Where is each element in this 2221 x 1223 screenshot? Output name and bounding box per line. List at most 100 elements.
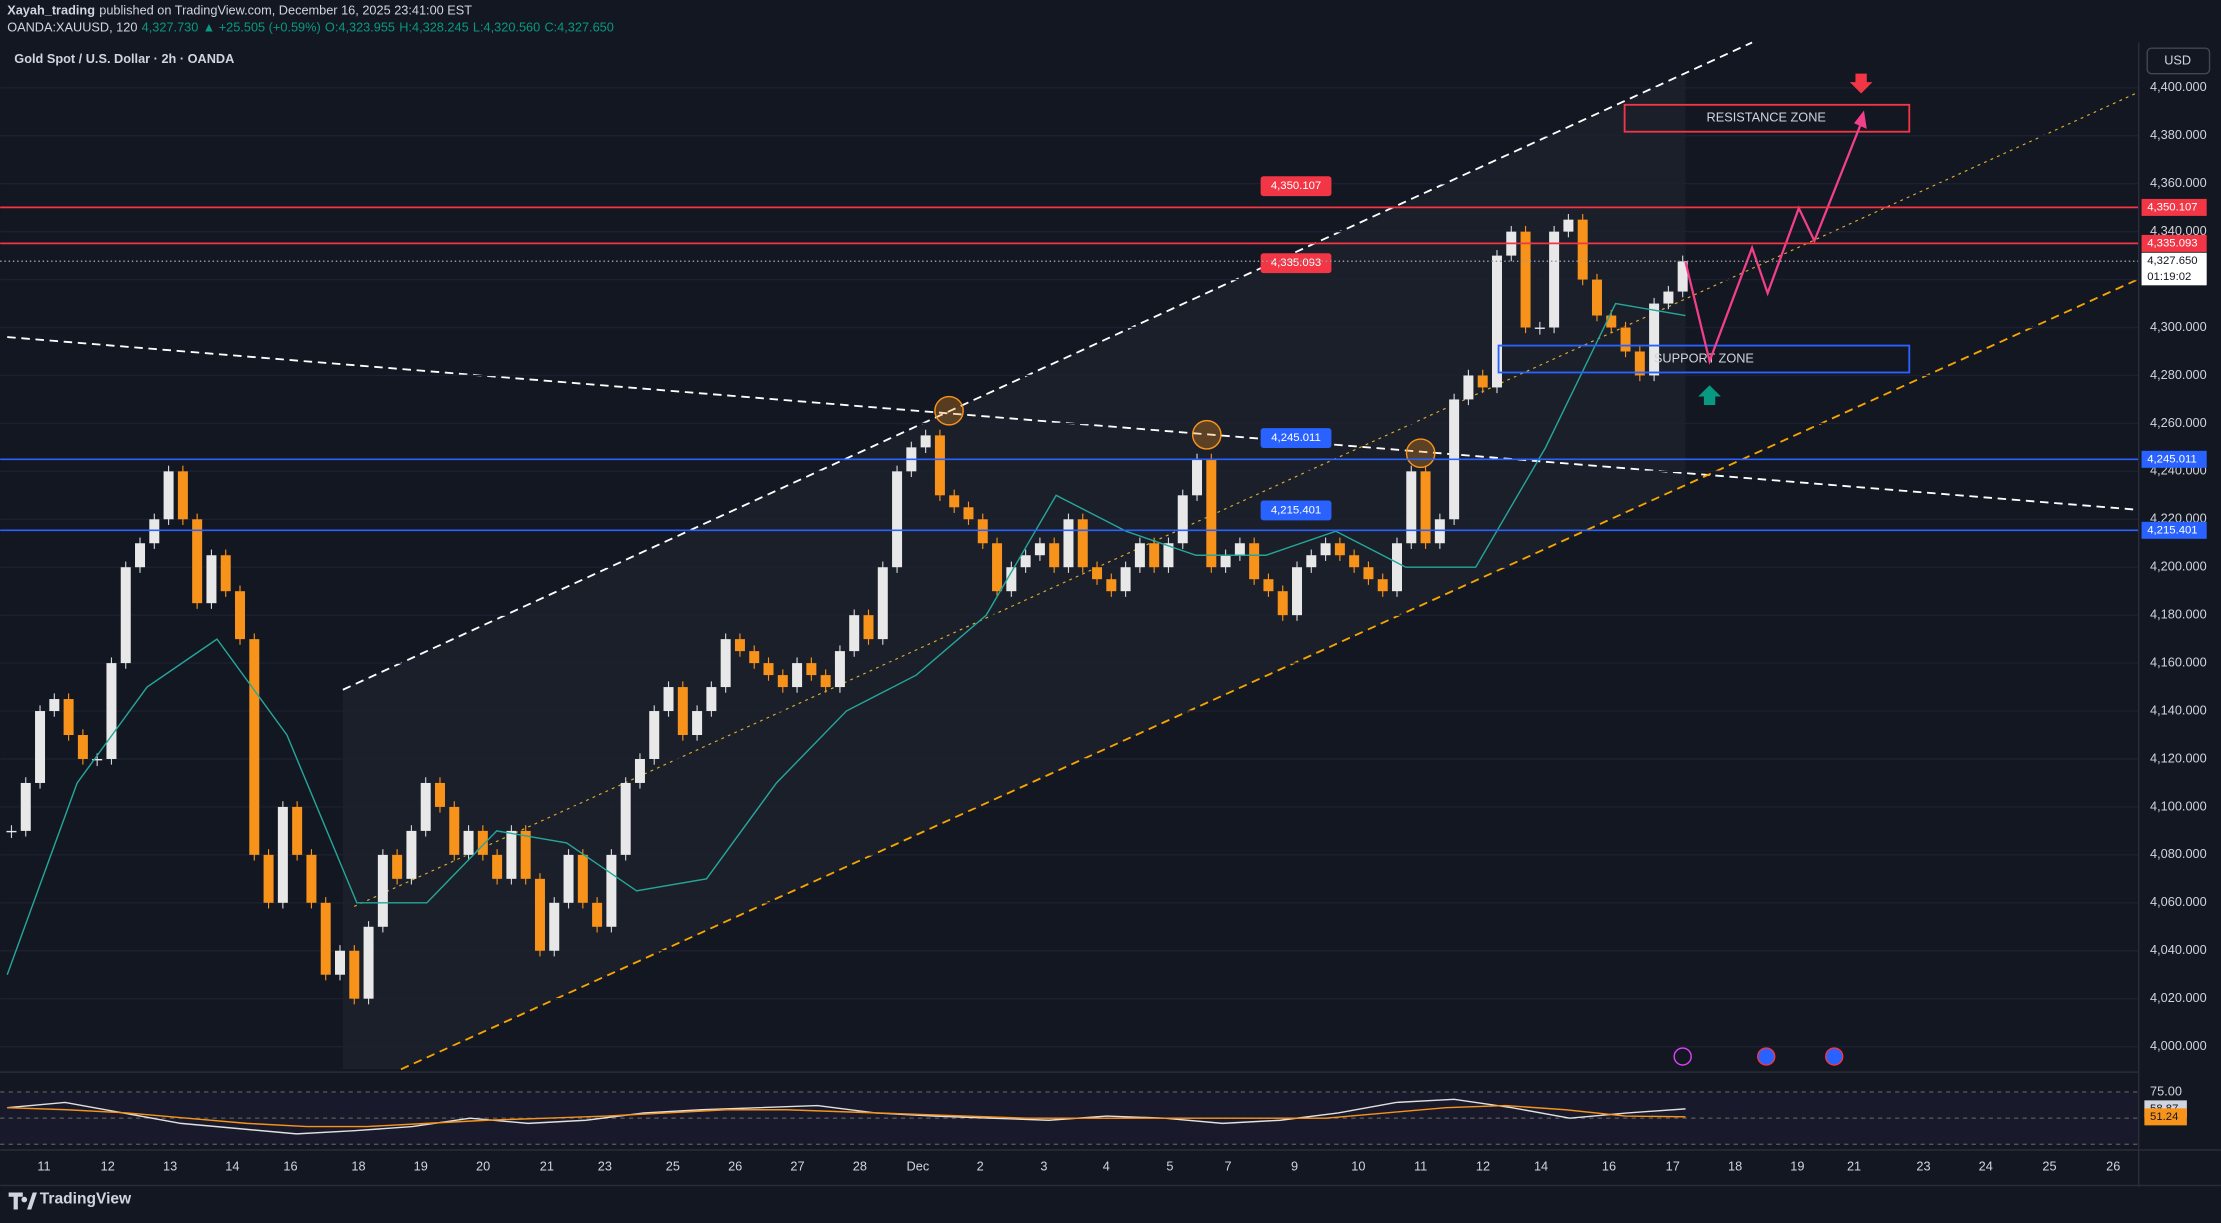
- candle: [477, 830, 488, 855]
- rsi-line: [7, 1098, 1686, 1135]
- y-tick-label: 4,060.000: [2150, 894, 2207, 909]
- event-icon[interactable]: [1673, 1047, 1692, 1066]
- projection-head: [1854, 110, 1867, 129]
- x-tick-label: 11: [37, 1158, 50, 1173]
- x-tick-label: 12: [1476, 1158, 1490, 1173]
- candle: [320, 902, 331, 975]
- candle: [1491, 255, 1502, 388]
- axis-level-tag: [2141, 521, 2207, 539]
- y-tick-label: 4,160.000: [2150, 654, 2207, 669]
- candle: [1591, 279, 1602, 316]
- x-tick-label: 26: [2106, 1158, 2120, 1173]
- candle: [106, 663, 117, 759]
- symbol-line: OANDA:XAUUSD, 120 4,327.730 ▲ +25.505 (+0.…: [7, 20, 614, 35]
- candle: [1092, 567, 1103, 580]
- y-tick-label: 4,140.000: [2150, 702, 2207, 717]
- event-icon[interactable]: [1757, 1047, 1776, 1066]
- candle: [720, 639, 731, 688]
- plot: [0, 41, 2140, 1071]
- x-tick-label: 23: [1916, 1158, 1930, 1173]
- x-tick-label: 10: [1351, 1158, 1365, 1173]
- y-tick-label: 4,260.000: [2150, 415, 2207, 430]
- candle: [206, 555, 217, 604]
- event-icon[interactable]: [1825, 1047, 1844, 1066]
- candle: [749, 651, 760, 664]
- axis-level-tag: [2141, 198, 2207, 216]
- x-tick-label: 20: [476, 1158, 490, 1173]
- currency-button[interactable]: [2146, 47, 2211, 75]
- candle: [949, 495, 960, 508]
- support-box: [1497, 344, 1911, 374]
- candle: [20, 782, 31, 831]
- candle: [692, 711, 703, 736]
- candle: [620, 782, 631, 855]
- y-tick-label: 4,360.000: [2150, 175, 2207, 190]
- candle: [49, 699, 60, 712]
- candle: [592, 902, 603, 927]
- candle: [163, 471, 174, 520]
- y-tick-label: 4,040.000: [2150, 942, 2207, 957]
- projection-path: [1684, 115, 1866, 365]
- resistance-box: [1623, 103, 1911, 133]
- candle: [1020, 555, 1031, 568]
- candle: [235, 591, 246, 640]
- candle: [963, 507, 974, 520]
- candle: [777, 675, 788, 688]
- x-tick-label: 21: [1847, 1158, 1861, 1173]
- ema-line: [6, 302, 1686, 975]
- header-line: Xayah_trading published on TradingView.co…: [7, 3, 472, 18]
- x-tick-label: 28: [853, 1158, 867, 1173]
- candle: [1263, 579, 1274, 592]
- candle: [1234, 543, 1245, 556]
- candle: [1049, 543, 1060, 568]
- candle: [1406, 471, 1417, 544]
- touch-circle: [1405, 438, 1436, 469]
- candle: [706, 687, 717, 712]
- x-tick-label: 26: [728, 1158, 742, 1173]
- symbol: OANDA:XAUUSD, 120: [7, 20, 137, 35]
- open: O:4,323.955: [325, 20, 395, 35]
- level-tag: [1260, 500, 1332, 521]
- channel-mid: [353, 91, 2139, 907]
- candle: [1120, 567, 1131, 592]
- y-tick-label: 4,100.000: [2150, 798, 2207, 813]
- candle: [1377, 579, 1388, 592]
- x-tick-label: 14: [1534, 1158, 1548, 1173]
- x-tick-label: 17: [1666, 1158, 1680, 1173]
- candle: [934, 435, 945, 496]
- candle: [1534, 327, 1545, 329]
- y-tick-label: 4,280.000: [2150, 367, 2207, 382]
- candle: [1334, 543, 1345, 556]
- candle: [863, 615, 874, 640]
- axis-level-tag: [2141, 234, 2207, 252]
- candle: [1320, 543, 1331, 556]
- candle: [506, 830, 517, 879]
- y-tick-label: 4,080.000: [2150, 846, 2207, 861]
- candle: [463, 830, 474, 855]
- candle: [1063, 519, 1074, 568]
- y-tick-label: 4,340.000: [2150, 223, 2207, 238]
- rsi-pane: [0, 1091, 2139, 1135]
- candle: [1034, 543, 1045, 556]
- candle: [1177, 495, 1188, 544]
- rsi-ma-tag: [2144, 1108, 2187, 1126]
- candle: [1249, 543, 1260, 580]
- level-tag-label: 4,335.093: [1271, 257, 1321, 269]
- candle: [834, 651, 845, 688]
- candle: [1663, 291, 1674, 304]
- rsi-level-label: 75.00: [2150, 1083, 2182, 1098]
- candle: [663, 687, 674, 712]
- candle: [1463, 375, 1474, 400]
- candle: [334, 950, 345, 975]
- candle: [1292, 567, 1303, 616]
- currency: USD: [2164, 52, 2191, 67]
- candle: [1277, 591, 1288, 616]
- candle: [1649, 303, 1660, 376]
- candle: [1620, 327, 1631, 352]
- y-tick-label: 4,200.000: [2150, 559, 2207, 574]
- candle: [263, 854, 274, 903]
- last: 4,327.730: [142, 20, 199, 35]
- axis-level-tag: [2141, 450, 2207, 468]
- candle: [249, 639, 260, 855]
- candle: [1106, 579, 1117, 592]
